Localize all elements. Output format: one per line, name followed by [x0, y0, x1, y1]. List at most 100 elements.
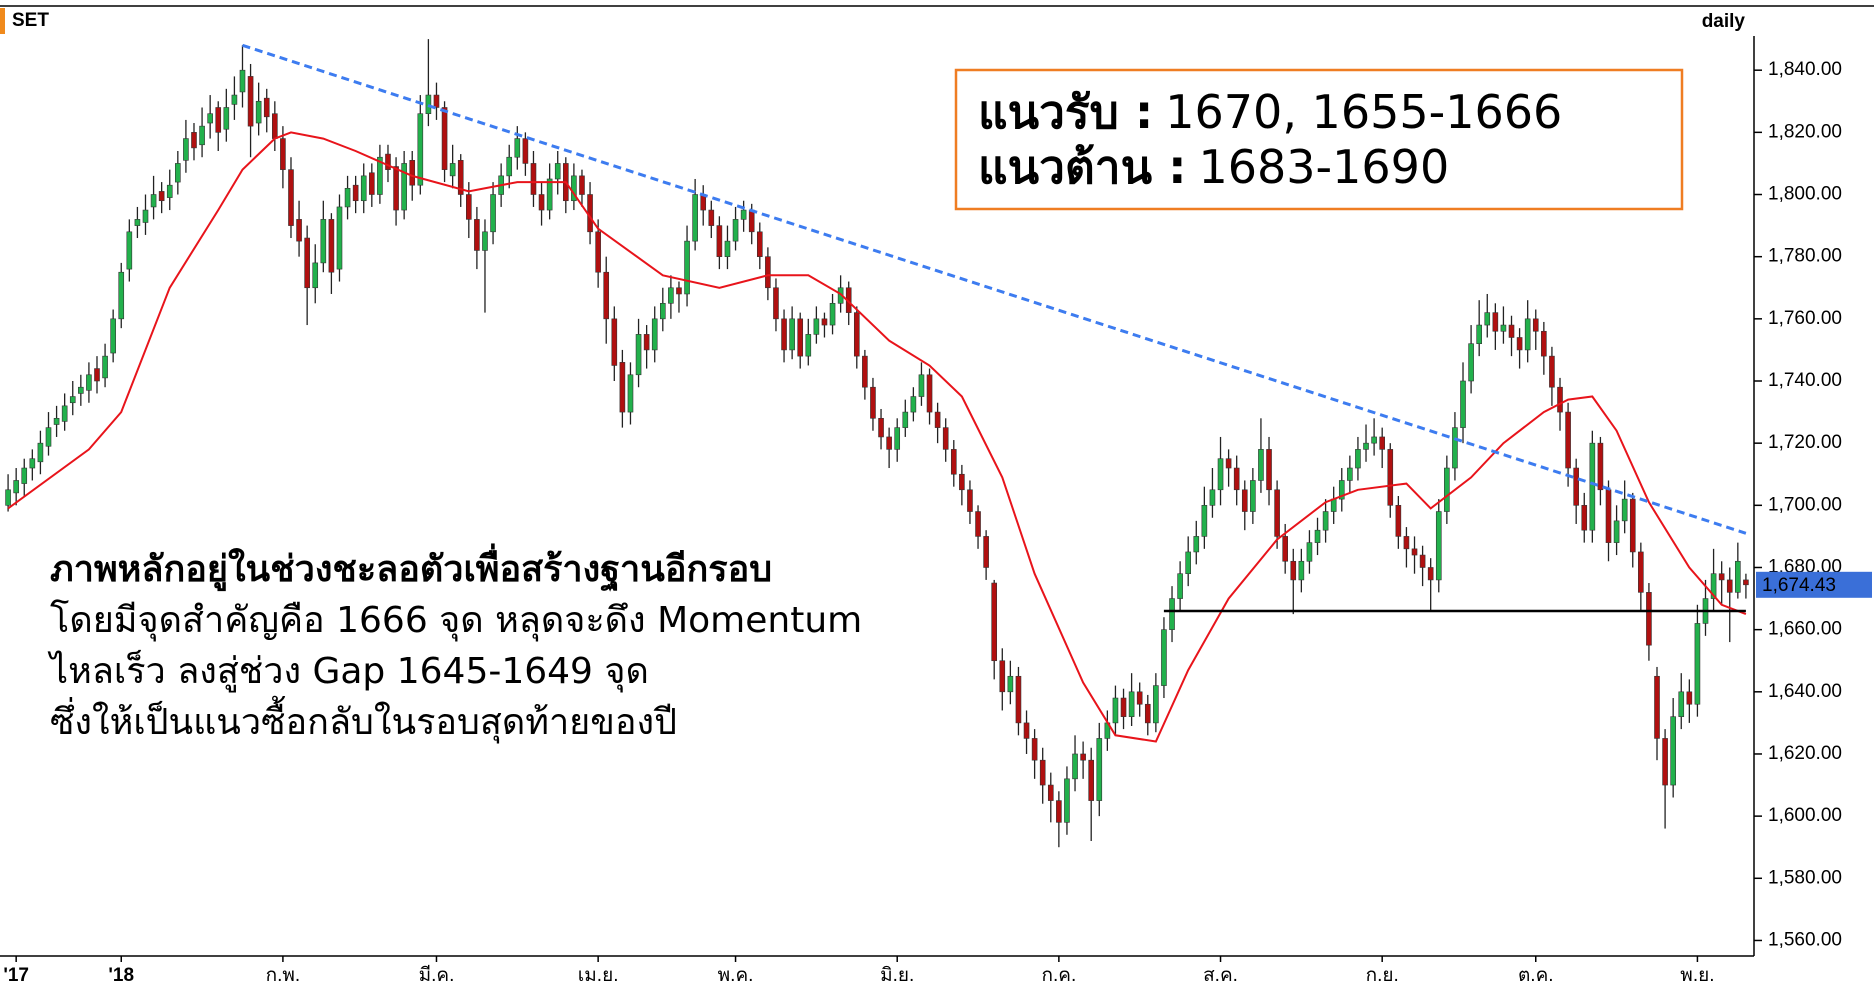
commentary-line: ไหลเร็ว ลงสู่ช่วง Gap 1645-1649 จุด	[47, 648, 649, 693]
candle-body	[272, 113, 278, 139]
candle-body	[1330, 498, 1337, 512]
candle-body	[894, 427, 901, 450]
candle-body	[659, 302, 666, 320]
candle-body	[490, 194, 496, 233]
candle-body	[1735, 560, 1741, 593]
symbol: SET	[12, 10, 49, 31]
candle-body	[175, 163, 181, 183]
candle-body	[304, 237, 310, 289]
candle-body	[53, 417, 60, 425]
candle-body	[684, 240, 690, 295]
commentary-line: ซึ่งให้เป็นแนวซื้อกลับในรอบสุดท้ายของปี	[50, 695, 677, 744]
y-tick-label: 1,820.00	[1768, 121, 1842, 142]
candle-body	[1549, 355, 1555, 388]
candle-body	[466, 194, 472, 220]
candle-body	[773, 287, 779, 320]
candle-body	[1096, 738, 1103, 801]
x-tick-label: '17	[3, 965, 29, 986]
candle-body	[207, 113, 213, 124]
period: daily	[1702, 11, 1746, 32]
candle-body	[1136, 691, 1143, 705]
candle-body	[1144, 703, 1151, 724]
x-tick-label: ก.ย.	[1366, 965, 1399, 986]
candle-body	[1427, 567, 1434, 581]
candle-body	[1056, 800, 1062, 823]
candle-body	[1605, 489, 1612, 543]
candle-body	[1177, 573, 1183, 599]
candle-body	[950, 449, 957, 475]
candle-body	[1565, 411, 1571, 469]
candle-body	[449, 163, 456, 177]
x-tick-label: พ.ค.	[718, 965, 754, 986]
candle-body	[797, 318, 804, 357]
candle-body	[781, 318, 787, 351]
candle-body	[1419, 554, 1426, 568]
candle-body	[69, 396, 76, 404]
candle-body	[967, 489, 973, 512]
y-tick-label: 1,640.00	[1768, 681, 1842, 702]
candle-body	[78, 386, 84, 394]
candle-body	[756, 231, 763, 257]
level-text: 1670, 1655-1666	[1165, 85, 1562, 139]
candle-body	[554, 163, 561, 180]
candle-body	[336, 206, 343, 270]
candle-body	[474, 219, 480, 251]
candle-body	[1355, 449, 1361, 469]
candle-body	[1379, 436, 1385, 450]
candle-body	[61, 405, 68, 422]
last-price-tag	[1756, 571, 1872, 598]
candle-body	[102, 355, 108, 379]
candle-body	[1686, 691, 1693, 705]
candle-body	[1541, 330, 1547, 357]
candle-body	[1581, 505, 1588, 531]
candle-body	[1694, 623, 1701, 705]
candle-body	[223, 107, 230, 130]
candle-body	[1621, 498, 1628, 522]
candle-body	[142, 209, 149, 223]
y-tick-label: 1,740.00	[1768, 370, 1842, 391]
candle-body	[975, 511, 981, 537]
candle-body	[183, 138, 189, 161]
candle-body	[643, 334, 650, 351]
candle-body	[1363, 442, 1369, 450]
candle-body	[1516, 337, 1523, 351]
candle-body	[530, 163, 537, 195]
candle-body	[5, 489, 11, 506]
candle-body	[457, 160, 464, 195]
candle-body	[1072, 753, 1078, 780]
y-tick-label: 1,560.00	[1768, 929, 1842, 950]
candle-body	[13, 480, 19, 494]
candle-body	[1209, 489, 1216, 506]
candle-body	[813, 318, 820, 335]
y-tick-label: 1,720.00	[1768, 432, 1842, 453]
candle-body	[732, 219, 739, 242]
candle-body	[263, 97, 270, 118]
candle-body	[1500, 324, 1507, 332]
candle-body	[1193, 536, 1200, 553]
candle-body	[166, 184, 173, 198]
x-tick-label: '18	[108, 965, 134, 986]
level-line: แนวรับ :1670, 1655-1666	[978, 85, 1562, 139]
candle-body	[255, 100, 262, 124]
y-tick-label: 1,660.00	[1768, 619, 1842, 640]
candle-body	[1015, 675, 1022, 724]
candle-body	[1557, 386, 1563, 413]
last-price-label: 1,674.43	[1762, 575, 1836, 596]
candle-body	[603, 271, 610, 320]
candle-body	[37, 442, 44, 463]
candle-body	[805, 334, 812, 357]
candle-body	[1039, 759, 1046, 786]
candle-body	[1726, 579, 1733, 593]
candle-body	[740, 209, 747, 220]
candle-body	[1306, 542, 1313, 562]
candle-body	[1298, 560, 1305, 581]
candle-body	[1274, 489, 1280, 537]
candle-body	[1460, 380, 1466, 428]
candle-body	[296, 219, 302, 242]
candle-body	[360, 175, 367, 202]
candle-body	[1411, 548, 1418, 556]
candle-body	[789, 318, 795, 351]
candle-body	[1613, 520, 1620, 543]
candle-body	[199, 125, 205, 146]
